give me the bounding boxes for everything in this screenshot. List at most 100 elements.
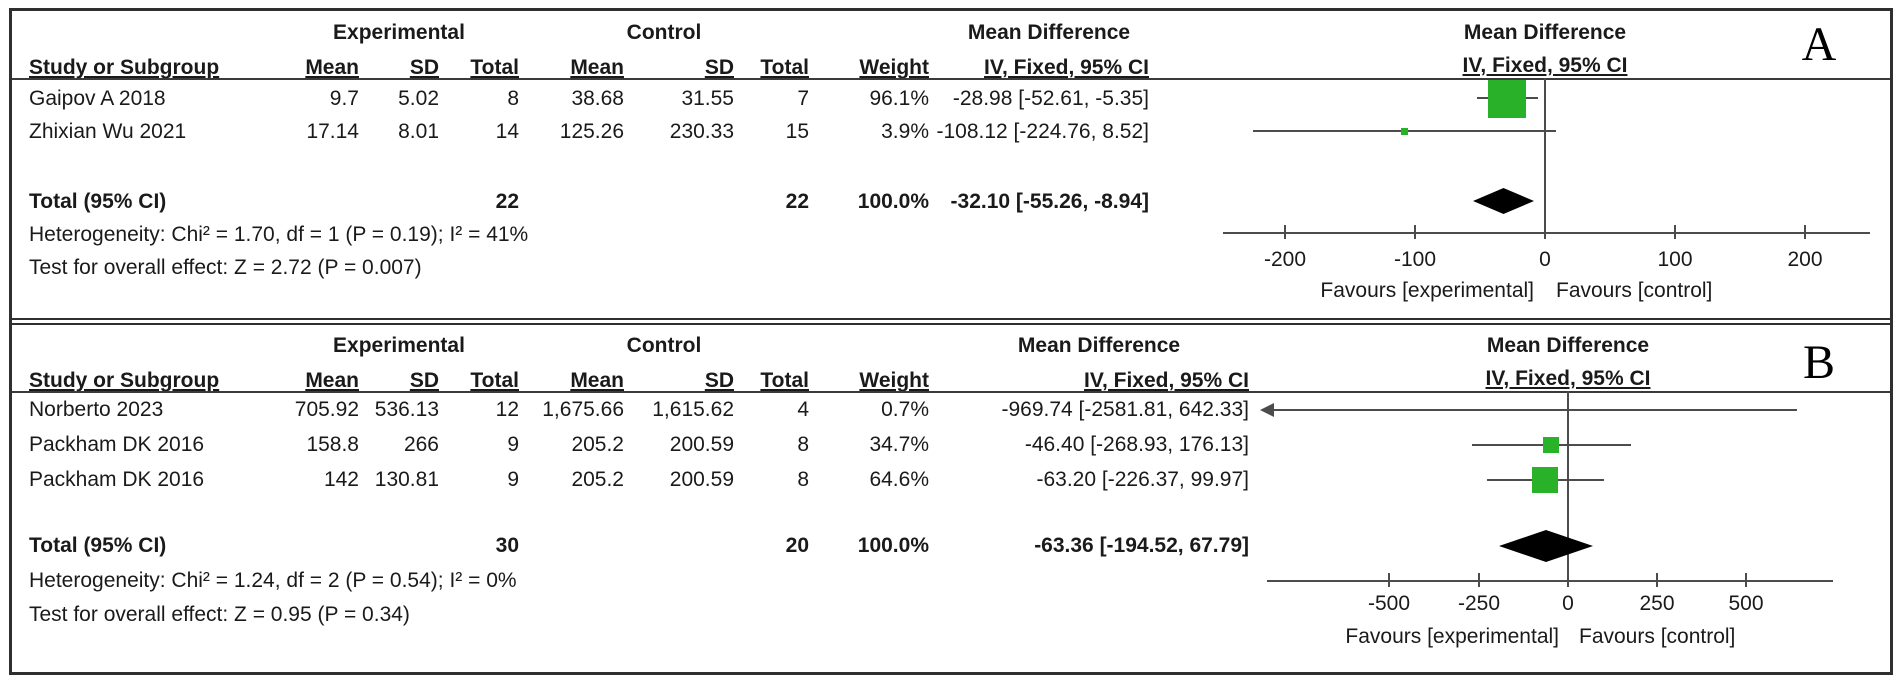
axis-tick	[1804, 225, 1806, 239]
mean-difference-plot-header: Mean Difference	[1463, 21, 1627, 44]
ctrl-mean: 38.68	[571, 87, 624, 110]
study-name: Norberto 2023	[29, 398, 164, 421]
control-group-header: Control	[626, 21, 702, 44]
overall-effect-text: Test for overall effect: Z = 2.72 (P = 0…	[29, 256, 422, 279]
axis-tick	[1478, 573, 1480, 587]
ctrl-total-sum: 20	[785, 534, 809, 557]
effect-square	[1401, 128, 1408, 135]
weight: 34.7%	[869, 433, 929, 456]
ctrl-mean: 205.2	[571, 468, 624, 491]
ci-method-plot-header: IV, Fixed, 95% CI	[1485, 367, 1651, 390]
axis-tick-label: -500	[1367, 592, 1411, 615]
axis-tick	[1674, 225, 1676, 239]
control-group-header: Control	[626, 334, 702, 357]
favours-control-label: Favours [control]	[1556, 279, 1713, 302]
column-header-row: Study or Subgroup Mean SD Total Mean SD …	[12, 367, 1249, 395]
ctrl-total: 8	[797, 468, 809, 491]
total-label: Total (95% CI)	[29, 190, 167, 213]
study-column-header: Study or Subgroup	[29, 369, 220, 392]
effect-square	[1532, 467, 1558, 493]
spacer	[359, 188, 439, 216]
exp-mean: 9.7	[329, 87, 359, 110]
total-md-ci-text: -63.36 [-194.52, 67.79]	[1034, 534, 1249, 557]
axis-tick-label: -200	[1263, 248, 1307, 271]
spacer	[359, 532, 439, 560]
md-ci-text: -969.74 [-2581.81, 642.33]	[1001, 398, 1249, 421]
ctrl-total: 7	[797, 87, 809, 110]
axis-tick	[1414, 225, 1416, 239]
column-header-row: Study or Subgroup Mean SD Total Mean SD …	[12, 54, 1149, 82]
weight-header: Weight	[859, 56, 929, 79]
ctrl-sd-header: SD	[704, 369, 734, 392]
total-row: Total (95% CI) 30 20 100.0% -63.36 [-194…	[12, 532, 1249, 560]
experimental-group-header: Experimental	[333, 21, 465, 44]
study-row: Packham DK 2016 142 130.81 9 205.2 200.5…	[12, 466, 1249, 494]
ci-method-header: IV, Fixed, 95% CI	[984, 56, 1149, 79]
study-name: Packham DK 2016	[29, 433, 205, 456]
axis-tick-label: 200	[1787, 248, 1823, 271]
weight-header: Weight	[859, 369, 929, 392]
ctrl-mean-header: Mean	[570, 56, 624, 79]
exp-mean: 142	[323, 468, 359, 491]
mean-difference-plot-header: Mean Difference	[1486, 334, 1650, 357]
zero-line	[1544, 78, 1546, 232]
axis-tick	[1745, 573, 1747, 587]
ctrl-total: 15	[785, 120, 809, 143]
weight: 96.1%	[869, 87, 929, 110]
ctrl-total: 8	[797, 433, 809, 456]
ctrl-sd: 200.59	[669, 468, 734, 491]
axis-tick	[1656, 573, 1658, 587]
ci-clipped-arrow	[1260, 403, 1274, 417]
exp-total: 9	[507, 433, 519, 456]
zero-line	[1567, 391, 1569, 580]
exp-mean-header: Mean	[305, 56, 359, 79]
favours-control-label: Favours [control]	[1579, 625, 1736, 648]
ctrl-sd-header: SD	[704, 56, 734, 79]
mean-difference-header: Mean Difference	[967, 21, 1131, 44]
ctrl-total-sum: 22	[785, 190, 809, 213]
panel-divider	[12, 318, 1890, 325]
exp-total-sum: 30	[495, 534, 519, 557]
effect-square	[1488, 80, 1526, 118]
study-row: Zhixian Wu 2021 17.14 8.01 14 125.26 230…	[12, 118, 1149, 146]
ctrl-sd: 1,615.62	[652, 398, 734, 421]
exp-sd: 130.81	[374, 468, 439, 491]
axis-tick-label: 100	[1657, 248, 1693, 271]
axis-tick-label: 500	[1728, 592, 1764, 615]
exp-sd: 266	[403, 433, 439, 456]
ctrl-total-header: Total	[760, 56, 809, 79]
total-weight: 100.0%	[857, 190, 929, 213]
overall-effect-text: Test for overall effect: Z = 0.95 (P = 0…	[29, 603, 410, 626]
exp-mean: 705.92	[294, 398, 359, 421]
total-md-ci-text: -32.10 [-55.26, -8.94]	[950, 190, 1149, 213]
ci-line	[1271, 409, 1797, 411]
axis-tick-label: -100	[1393, 248, 1437, 271]
exp-total-sum: 22	[495, 190, 519, 213]
pooled-diamond	[1473, 188, 1534, 214]
spacer	[279, 532, 359, 560]
spacer	[624, 532, 734, 560]
ci-method-plot-header: IV, Fixed, 95% CI	[1462, 54, 1628, 77]
panel-letter: B	[1802, 336, 1835, 389]
panel-letter: A	[1801, 18, 1837, 71]
ctrl-total: 4	[797, 398, 809, 421]
spacer	[624, 188, 734, 216]
heterogeneity-text: Heterogeneity: Chi² = 1.70, df = 1 (P = …	[29, 223, 529, 246]
exp-sd-header: SD	[409, 56, 439, 79]
experimental-group-header: Experimental	[333, 334, 465, 357]
weight: 64.6%	[869, 468, 929, 491]
exp-sd: 5.02	[398, 87, 439, 110]
axis-tick-label: 250	[1639, 592, 1675, 615]
ctrl-sd: 31.55	[681, 87, 734, 110]
ci-method-header: IV, Fixed, 95% CI	[1084, 369, 1249, 392]
exp-mean: 158.8	[306, 433, 359, 456]
study-column-header: Study or Subgroup	[29, 56, 220, 79]
spacer	[279, 188, 359, 216]
axis-tick-label: 0	[1539, 248, 1551, 271]
exp-sd: 8.01	[398, 120, 439, 143]
total-weight: 100.0%	[857, 534, 929, 557]
axis-tick-label: -250	[1457, 592, 1501, 615]
ctrl-mean: 205.2	[571, 433, 624, 456]
ctrl-mean: 1,675.66	[542, 398, 624, 421]
forest-plot-figure: Experimental Control Mean Difference Mea…	[9, 8, 1893, 675]
